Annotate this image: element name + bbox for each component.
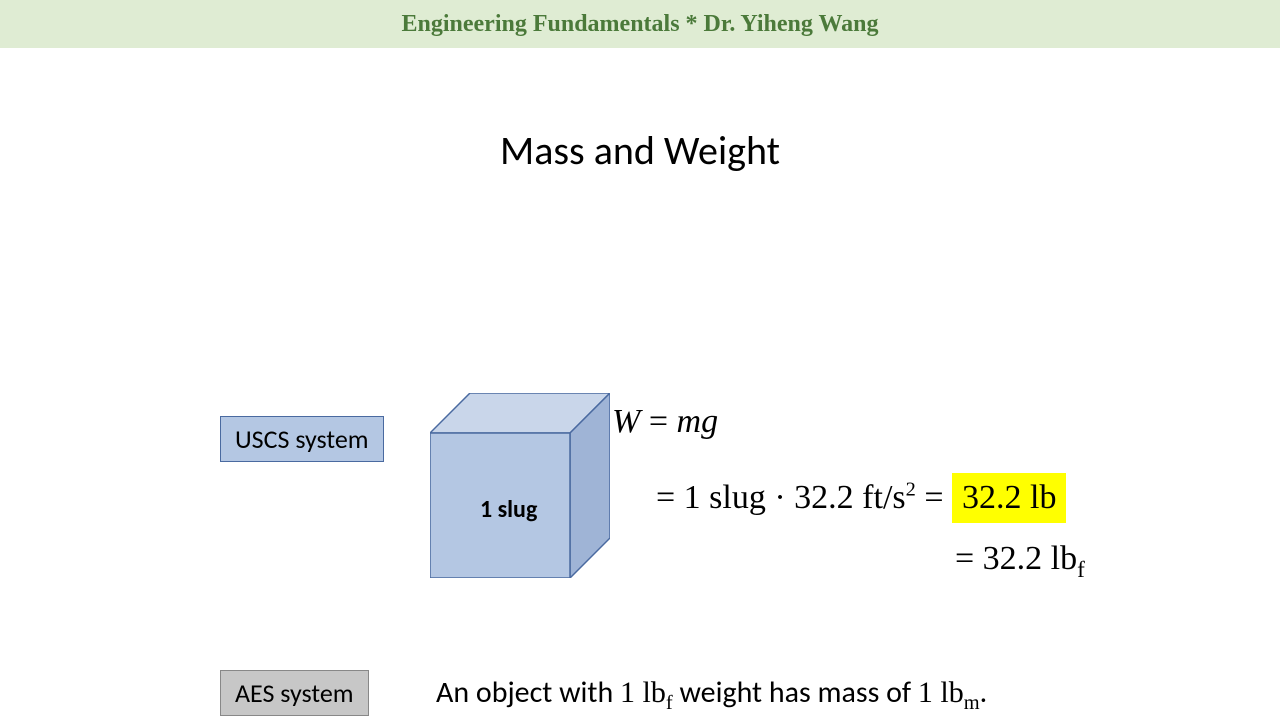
uscs-label-box: USCS system <box>220 416 384 462</box>
aes-text-b-sub: f <box>666 692 673 714</box>
cube-diagram: 1 slug <box>430 393 610 578</box>
eq-eq1: = <box>640 403 676 440</box>
header-text: Engineering Fundamentals * Dr. Yiheng Wa… <box>402 11 879 38</box>
equation-lbf: = 32.2 lbf <box>955 540 1085 584</box>
aes-text-d-sub: m <box>964 692 980 714</box>
header-bar: Engineering Fundamentals * Dr. Yiheng Wa… <box>0 0 1280 48</box>
eq3-part-a: = 32.2 lb <box>955 540 1077 577</box>
eq2-sup: 2 <box>906 479 916 501</box>
uscs-label-text: USCS system <box>235 423 369 455</box>
slide-title: Mass and Weight <box>0 126 1280 175</box>
eq-var-w: W <box>612 403 640 440</box>
eq2-highlight: 32.2 lb <box>952 473 1066 523</box>
eq-var-mg: mg <box>677 403 719 440</box>
aes-label-box: AES system <box>220 670 369 716</box>
equation-wmg: W = mg <box>612 403 718 441</box>
cube-label: 1 slug <box>480 495 537 524</box>
aes-text-b: 1 lb <box>620 676 666 709</box>
aes-text-d: 1 lb <box>918 676 964 709</box>
eq2-part-b: = <box>916 479 952 516</box>
aes-text-c: weight has mass of <box>673 674 918 711</box>
eq2-part-a: = 1 slug · 32.2 ft/s <box>656 479 906 516</box>
aes-text-a: An object with <box>436 674 620 711</box>
equation-slug: = 1 slug · 32.2 ft/s2 = 32.2 lb <box>656 473 1066 523</box>
aes-text-e: . <box>980 674 988 711</box>
cube-icon <box>430 393 610 578</box>
aes-body-text: An object with 1 lbf weight has mass of … <box>436 670 1016 720</box>
eq3-sub: f <box>1077 557 1085 583</box>
aes-label-text: AES system <box>235 677 354 709</box>
